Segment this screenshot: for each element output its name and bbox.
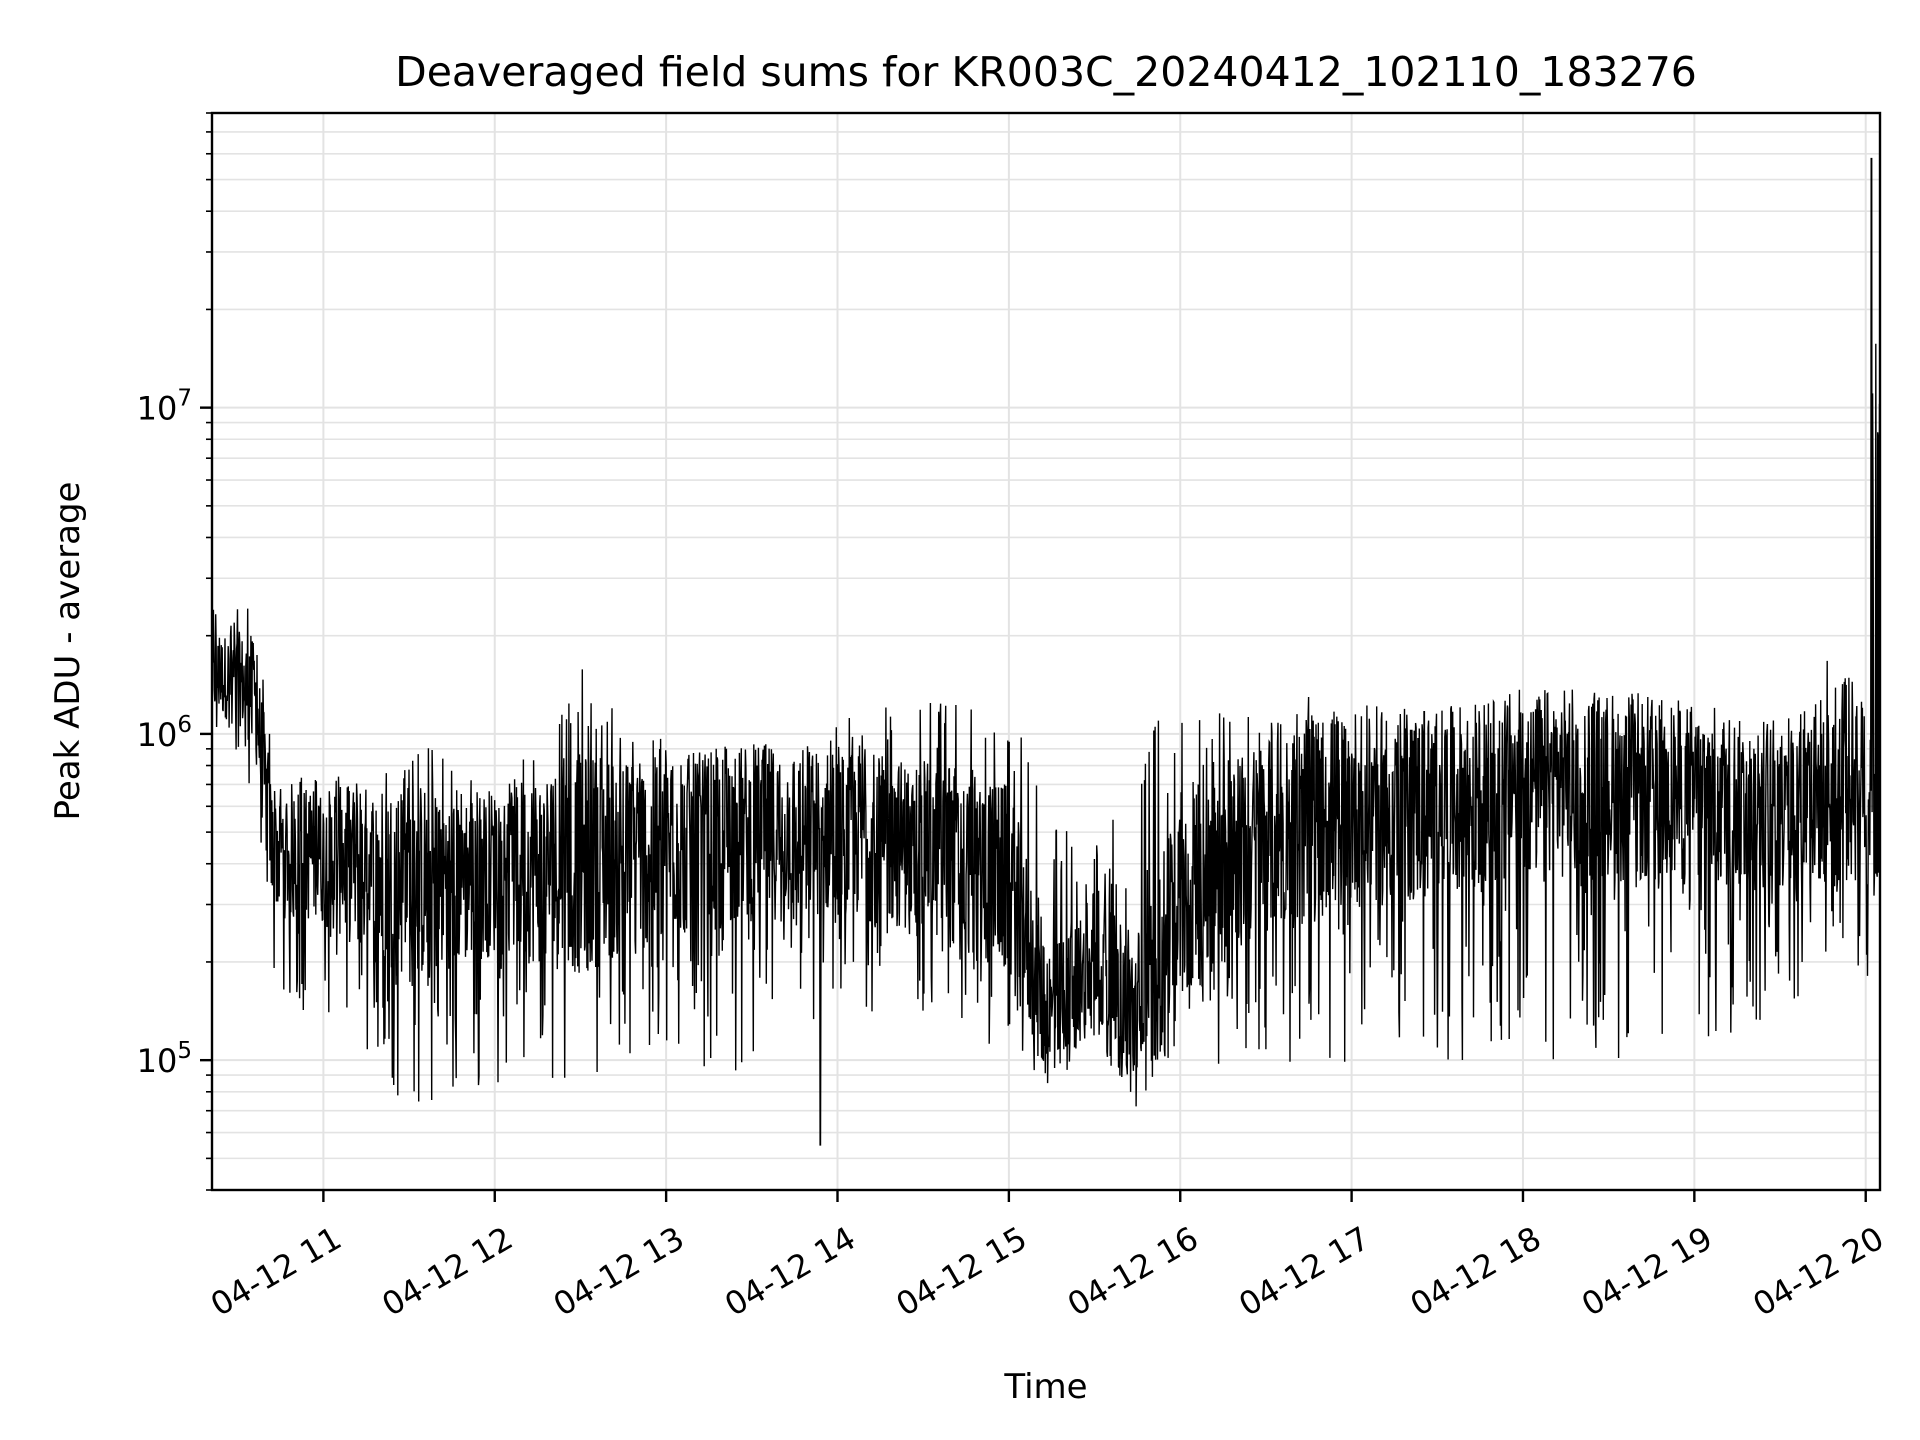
y-tick-base: 10 xyxy=(137,716,178,754)
plot-area xyxy=(212,157,1880,1146)
x-axis-label: Time xyxy=(1003,1367,1087,1407)
y-tick-label: 106 xyxy=(137,712,192,754)
series-line xyxy=(212,157,1880,1146)
y-tick-exponent: 6 xyxy=(177,712,192,738)
y-tick-exponent: 7 xyxy=(177,386,192,412)
plot-frame xyxy=(210,111,1882,1192)
y-tick-base: 10 xyxy=(137,390,178,428)
y-tick-base: 10 xyxy=(137,1042,178,1080)
chart-title: Deaveraged field sums for KR003C_2024041… xyxy=(395,48,1697,96)
y-tick-exponent: 5 xyxy=(177,1038,192,1064)
y-tick-label: 105 xyxy=(137,1038,192,1080)
y-tick-label: 107 xyxy=(137,386,192,428)
y-axis-label: Peak ADU - average xyxy=(48,482,88,821)
